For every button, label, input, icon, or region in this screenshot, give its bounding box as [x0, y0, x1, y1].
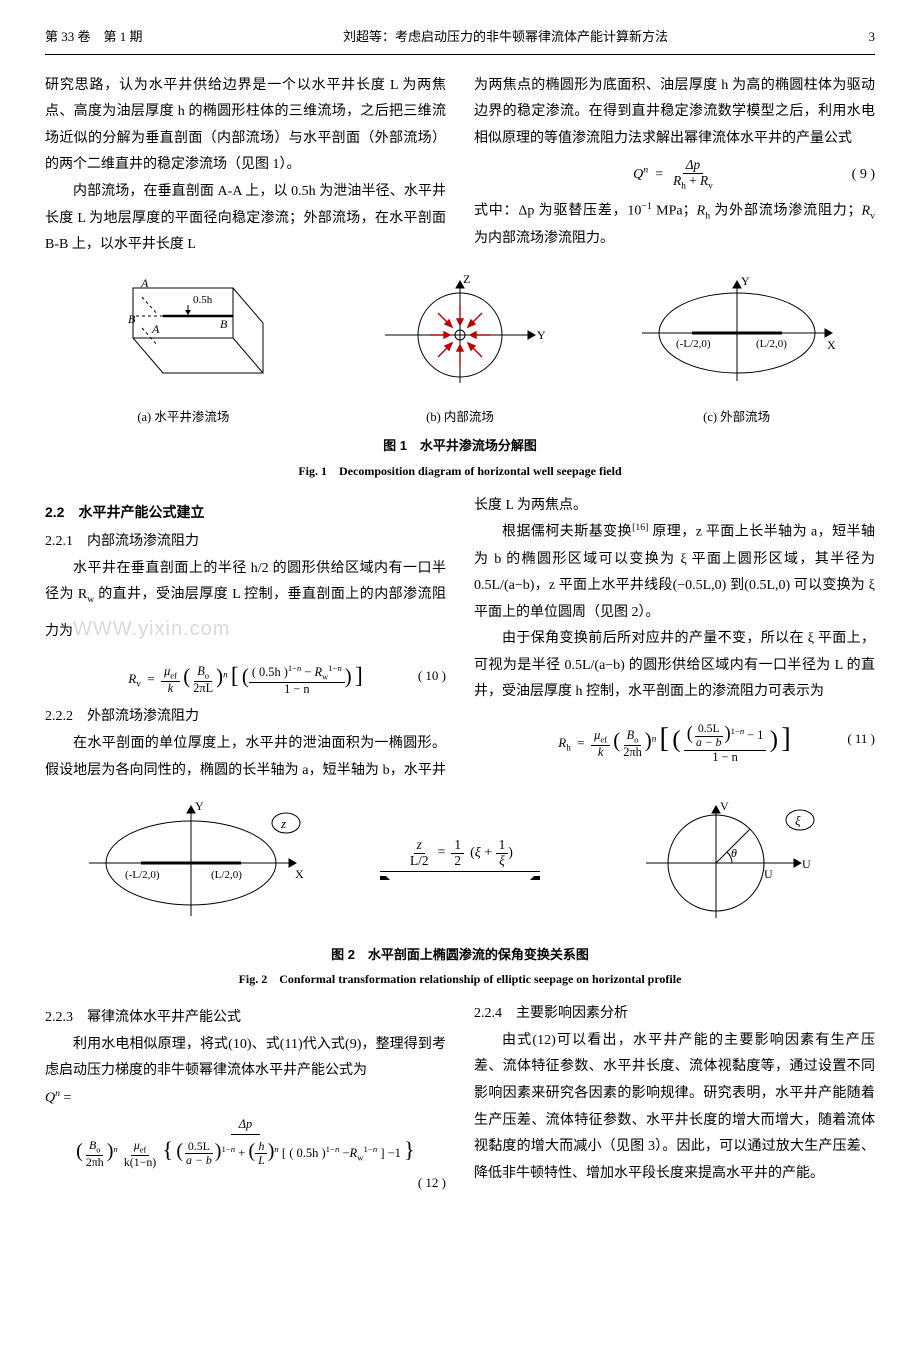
fig2-right: V U U θ ξ [568, 798, 875, 939]
middle-columns: 2.2 水平井产能公式建立 2.2.1 内部流场渗流阻力 水平井在垂直剖面上的半… [45, 493, 875, 784]
top-columns: 研究思路，认为水平井供给边界是一个以水平井长度 L 为两焦点、高度为油层厚度 h… [45, 73, 875, 259]
sec-2-2-1: 2.2.1 内部流场渗流阻力 [45, 529, 446, 556]
fig2-left: Y X z (-L/2,0) (L/2,0) [45, 798, 352, 939]
header-left: 第 33 卷 第 1 期 [45, 25, 143, 50]
svg-text:X: X [295, 867, 304, 881]
sec22-r2: 由于保角变换前后所对应井的产量不变，所以在 ξ 平面上，可视为是半径 0.5L/… [474, 626, 875, 706]
fig2-caption-en: Fig. 2 Conformal transformation relation… [45, 968, 875, 991]
svg-text:(-L/2,0): (-L/2,0) [125, 869, 160, 881]
bottom-columns: 2.2.3 幂律流体水平井产能公式 利用水电相似原理，将式(10)、式(11)代… [45, 1001, 875, 1195]
header-center: 刘超等：考虑启动压力的非牛顿幂律流体产能计算新方法 [143, 25, 869, 50]
svg-text:X: X [827, 338, 836, 352]
header-page-num: 3 [869, 25, 876, 50]
svg-text:B: B [220, 317, 228, 331]
svg-text:Y: Y [537, 328, 546, 342]
sec22-r1: 根据儒柯夫斯基变换[16] 原理，z 平面上长半轴为 a，短半轴为 b 的椭圆形… [474, 519, 875, 626]
svg-text:U: U [802, 857, 811, 871]
sec-2-2-2: 2.2.2 外部流场渗流阻力 [45, 704, 446, 731]
svg-text:Y: Y [195, 799, 204, 813]
fig1-caption-cn: 图 1 水平井渗流场分解图 [45, 434, 875, 459]
sec-2-2-4: 2.2.4 主要影响因素分析 [474, 1001, 875, 1028]
eq11-number: ( 11 ) [847, 727, 875, 752]
eq12-number: ( 12 ) [418, 1175, 446, 1190]
svg-text:U: U [764, 867, 773, 881]
page-header: 第 33 卷 第 1 期 刘超等：考虑启动压力的非牛顿幂律流体产能计算新方法 3 [45, 25, 875, 55]
equation-11: Rh = μefk (Bo2πh)n [ ( (0.5La − b)1−n − … [474, 712, 875, 766]
fig1b-svg: Z Y [365, 273, 555, 393]
svg-text:(-L/2,0): (-L/2,0) [676, 338, 711, 350]
svg-text:Y: Y [741, 274, 750, 288]
figure-1: A A B B 0.5h (a) 水平井渗流场 [45, 273, 875, 483]
sec221-p: 水平井在垂直剖面上的半径 h/2 的圆形供给区域内有一口半径为 Rw 的直井，受… [45, 556, 446, 648]
svg-text:ξ: ξ [795, 813, 801, 828]
svg-text:A: A [140, 276, 149, 290]
fig1-caption-en: Fig. 1 Decomposition diagram of horizont… [45, 460, 875, 483]
fig1a-svg: A A B B 0.5h [98, 273, 268, 393]
watermark: WWW.yixin.com [73, 618, 230, 640]
sec-2-2: 2.2 水平井产能公式建立 [45, 499, 446, 526]
fig1c-svg: Y X (-L/2,0) (L/2,0) [632, 273, 842, 393]
equation-9: Qn = Δp Rh + Rv ( 9 ) [474, 158, 875, 192]
fig1-a: A A B B 0.5h (a) 水平井渗流场 [45, 273, 322, 430]
svg-text:(L/2,0): (L/2,0) [211, 869, 242, 881]
svg-text:z: z [280, 816, 286, 831]
eq12-lhs: Qn = [45, 1085, 446, 1112]
svg-text:(L/2,0): (L/2,0) [756, 338, 787, 350]
svg-text:θ: θ [731, 846, 737, 860]
fig1-c: Y X (-L/2,0) (L/2,0) (c) 外部流场 [598, 273, 875, 430]
top-right-p1: 为两焦点的椭圆形为底面积、油层厚度 h 为高的椭圆柱体为驱动边界的稳定渗流。在得… [474, 73, 875, 153]
top-right-p2: 式中：Δp 为驱替压差，10−1 MPa；Rh 为外部流场渗流阻力；Rv 为内部… [474, 198, 875, 253]
fig1-b: Z Y (b) 内部流场 [322, 273, 599, 430]
figure-2: Y X z (-L/2,0) (L/2,0) zL/2 = 12 (ξ + 1ξ… [45, 798, 875, 991]
svg-text:A: A [151, 322, 160, 336]
equation-10: Rv = μefk (Bo2πL)n [ ( ( 0.5h )1−n − Rw1… [45, 654, 446, 698]
top-left-p2: 内部流场，在垂直剖面 A-A 上，以 0.5h 为泄油半径、水平井长度 L 为地… [45, 179, 446, 259]
svg-text:V: V [720, 799, 729, 813]
svg-text:B: B [128, 312, 136, 326]
top-left-p1: 研究思路，认为水平井供给边界是一个以水平井长度 L 为两焦点、高度为油层厚度 h… [45, 73, 446, 179]
svg-text:Z: Z [463, 273, 470, 286]
fig2-caption-cn: 图 2 水平剖面上椭圆渗流的保角变换关系图 [45, 943, 875, 968]
eq10-number: ( 10 ) [418, 664, 446, 689]
sec224-p: 由式(12)可以看出，水平井产能的主要影响因素有生产压差、流体特征参数、水平井长… [474, 1028, 875, 1188]
sec-2-2-3: 2.2.3 幂律流体水平井产能公式 [45, 1005, 446, 1032]
equation-12: Δp (Bo2πh)n μefk(1−n) { (0.5La − b)1−n +… [45, 1116, 446, 1195]
eq9-number: ( 9 ) [852, 162, 875, 189]
svg-text:0.5h: 0.5h [193, 294, 213, 306]
sec223-p: 利用水电相似原理，将式(10)、式(11)代入式(9)，整理得到考虑启动压力梯度… [45, 1032, 446, 1085]
fig2-mid: zL/2 = 12 (ξ + 1ξ) [352, 838, 567, 899]
